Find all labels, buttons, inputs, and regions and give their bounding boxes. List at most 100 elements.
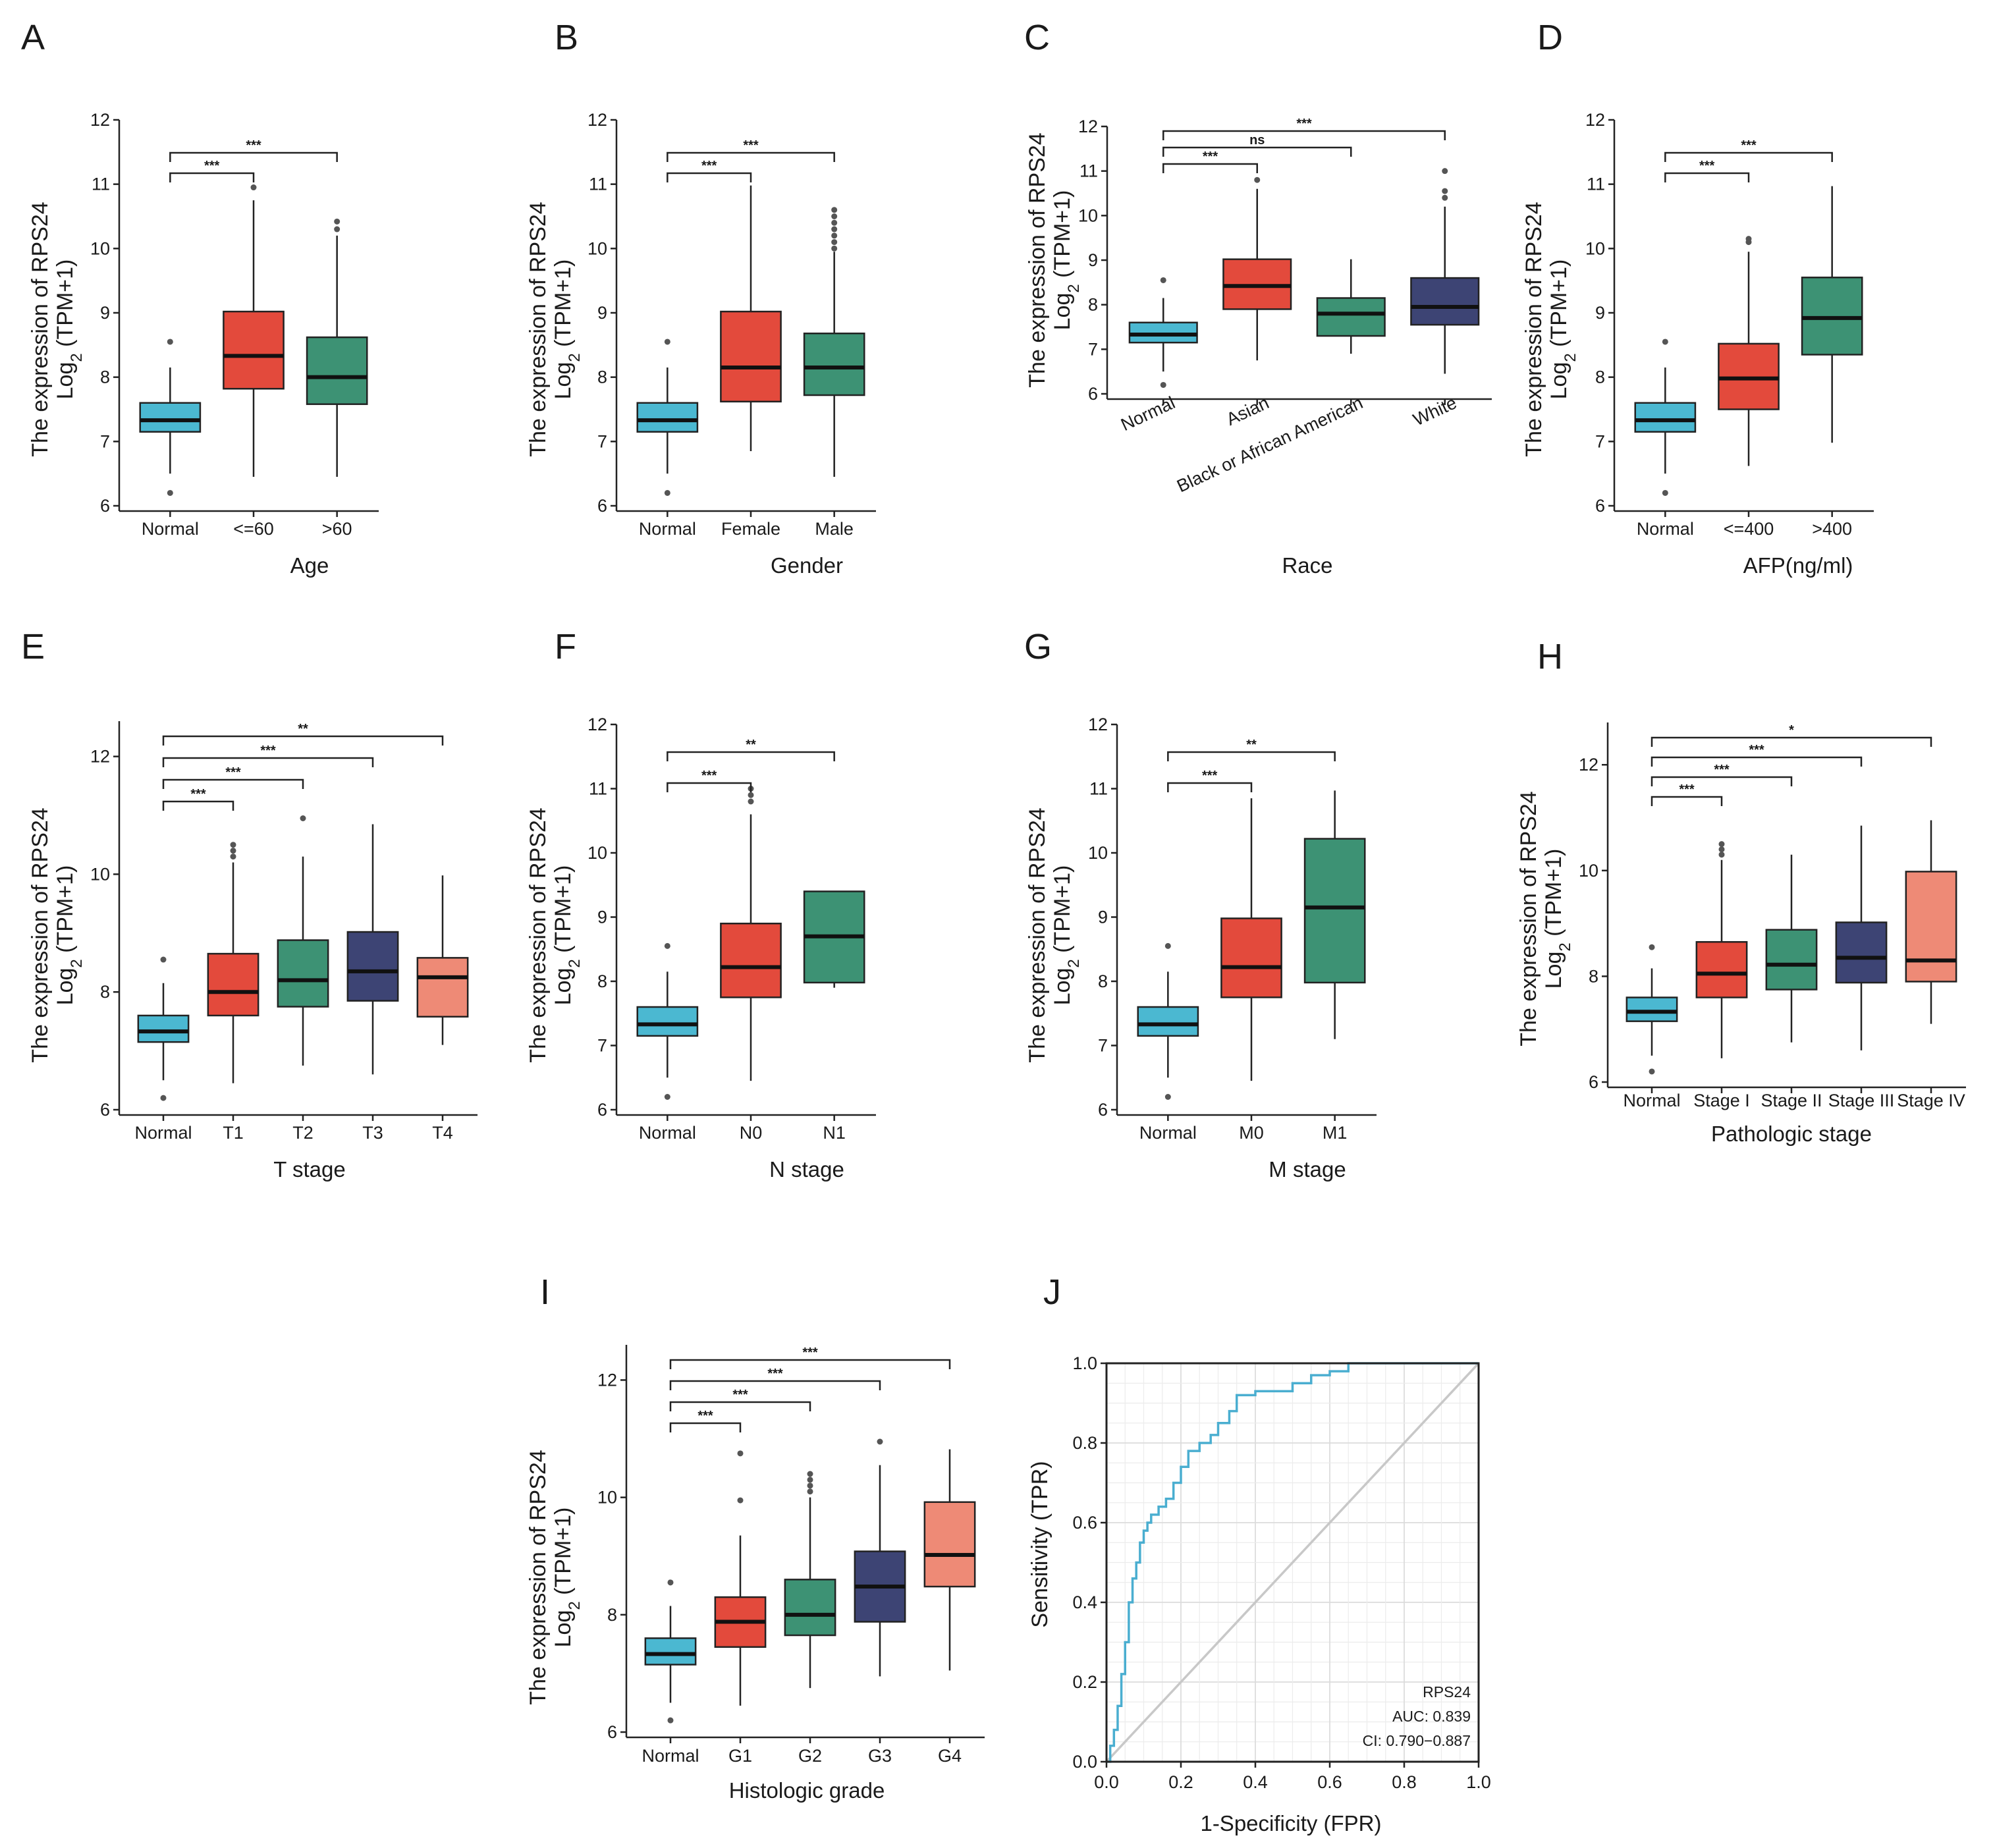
significance-label: *** (697, 1409, 713, 1423)
box (1220, 917, 1282, 998)
y-tick-label: 11 (1079, 161, 1098, 181)
outlier-point (748, 798, 754, 805)
significance-bracket (162, 800, 234, 811)
y-tick-label: 9 (1098, 908, 1108, 927)
y-tick-label: 8 (1098, 971, 1108, 991)
box (636, 1006, 699, 1037)
significance-label: *** (260, 744, 276, 758)
box (1410, 277, 1480, 326)
y-tick-label: 0.6 (1072, 1513, 1097, 1533)
outlier-point (250, 184, 257, 191)
y-axis-label-line1: The expression of RPS24 (526, 202, 551, 456)
x-tick-label: >400 (1812, 519, 1852, 539)
panel-f: F The expression of RPS24 Log2 (TPM+1) 6… (526, 627, 876, 1182)
panel-letter-e: E (21, 627, 45, 666)
significance-label: *** (802, 1345, 818, 1360)
outlier-point (807, 1471, 813, 1477)
significance-bracket (1167, 782, 1253, 792)
y-tick-label: 9 (597, 303, 607, 323)
box (923, 1501, 976, 1588)
outlier-point (831, 226, 838, 232)
significance-label: *** (743, 138, 759, 153)
significance-bracket (162, 757, 374, 767)
significance-label: ** (1246, 738, 1257, 752)
y-tick-label: 12 (1078, 117, 1098, 136)
x-tick-label: Normal (1637, 519, 1694, 539)
significance-bracket (1651, 736, 1932, 747)
significance-label: *** (1749, 743, 1764, 757)
y-tick-label: 0.0 (1072, 1752, 1097, 1772)
y-tick-label: 10 (587, 238, 607, 258)
y-tick-label: 10 (587, 843, 607, 863)
significance-label: *** (1296, 117, 1312, 131)
x-tick-label: Stage II (1761, 1091, 1822, 1110)
roc-x-axis-title: 1-Specificity (FPR) (1200, 1811, 1381, 1835)
panel-letter-d: D (1537, 18, 1563, 57)
x-tick-label: T4 (432, 1123, 453, 1143)
significance-label: *** (732, 1388, 748, 1402)
y-tick-label: 6 (597, 496, 607, 516)
y-tick-label: 10 (90, 864, 110, 884)
significance-label: *** (701, 769, 717, 783)
box (1695, 940, 1748, 998)
box (1905, 871, 1957, 983)
box (223, 310, 285, 390)
x-tick-label: 0.6 (1317, 1772, 1342, 1792)
y-tick-label: 6 (1088, 384, 1098, 404)
y-tick-label: 12 (1579, 755, 1598, 775)
x-tick-label: T2 (292, 1123, 314, 1143)
box (1625, 996, 1678, 1022)
significance-bracket (1162, 130, 1446, 140)
y-tick-label: 6 (1098, 1100, 1108, 1120)
panel-a: A The expression of RPS24 Log2 (TPM+1) 6… (21, 18, 379, 578)
box (416, 957, 469, 1018)
outlier-point (1164, 942, 1171, 949)
outlier-point (748, 792, 754, 798)
significance-bracket (1162, 146, 1352, 157)
box (1128, 321, 1198, 344)
box (636, 402, 699, 433)
significance-bracket (667, 782, 752, 792)
x-tick-label: Male (815, 519, 854, 539)
outlier-point (831, 239, 838, 246)
panel-letter-c: C (1024, 18, 1050, 57)
outlier-point (667, 1579, 674, 1586)
x-tick-label: G3 (868, 1746, 892, 1766)
y-tick-label: 12 (90, 110, 110, 130)
significance-bracket (1162, 163, 1258, 173)
outlier-point (664, 1094, 670, 1100)
box (137, 1014, 190, 1043)
significance-bracket (169, 151, 338, 162)
x-tick-label: Normal (134, 1123, 192, 1143)
outlier-point (664, 339, 670, 345)
outlier-point (1164, 1094, 1171, 1100)
outlier-point (334, 226, 341, 232)
panel-d: D The expression of RPS24 Log2 (TPM+1) 6… (1521, 18, 1874, 578)
y-axis-label-line1: The expression of RPS24 (1521, 202, 1546, 456)
y-tick-label: 12 (587, 715, 607, 734)
y-tick-label: 7 (100, 431, 110, 451)
y-tick-label: 10 (90, 238, 110, 258)
significance-bracket (667, 751, 835, 761)
box (346, 931, 399, 1002)
y-tick-label: 8 (100, 982, 110, 1002)
x-tick-label: 1.0 (1466, 1772, 1491, 1792)
outlier-point (664, 489, 670, 496)
outlier-point (807, 1477, 813, 1483)
y-tick-label: 7 (1088, 339, 1098, 359)
outlier-point (300, 815, 306, 821)
significance-bracket (667, 172, 752, 182)
x-tick-label: 0.8 (1392, 1772, 1417, 1792)
outlier-point (1718, 852, 1725, 858)
roc-plot: 0.00.0 0.2 0.2 0.4 0.4 0.6 0.6 0.8 0.8 1.0 1.0 RPS2… (1072, 1353, 1490, 1792)
x-tick-label: Normal (142, 519, 199, 539)
y-axis-label-line2: Log2 (TPM+1) (53, 259, 86, 400)
y-tick-label: 6 (607, 1722, 617, 1742)
x-tick-label: M1 (1323, 1123, 1348, 1143)
significance-label: *** (1203, 149, 1218, 164)
x-tick-label: <=400 (1724, 519, 1774, 539)
x-tick-label: Normal (1623, 1091, 1680, 1110)
